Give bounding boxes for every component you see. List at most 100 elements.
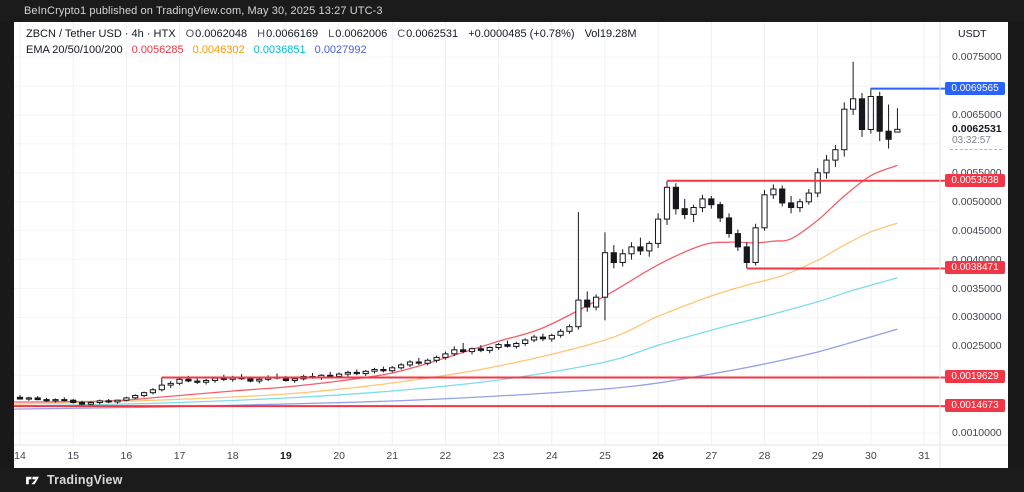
candle[interactable] bbox=[858, 98, 866, 131]
candle[interactable] bbox=[185, 378, 192, 382]
candle[interactable] bbox=[894, 128, 901, 133]
candle[interactable] bbox=[362, 370, 369, 375]
candle[interactable] bbox=[486, 347, 493, 351]
candle[interactable] bbox=[380, 369, 387, 372]
candle[interactable] bbox=[575, 299, 582, 328]
candle[interactable] bbox=[141, 392, 148, 397]
candle[interactable] bbox=[336, 373, 343, 377]
candle[interactable] bbox=[353, 371, 360, 375]
candle[interactable] bbox=[619, 253, 626, 264]
candle[interactable] bbox=[628, 246, 635, 255]
chart-panel[interactable]: ZBCN / Tether USD · 4h · HTX O0.0062048 … bbox=[14, 22, 1008, 468]
candle[interactable] bbox=[646, 242, 653, 252]
candle[interactable] bbox=[34, 397, 41, 401]
candle[interactable] bbox=[796, 201, 803, 209]
candle[interactable] bbox=[850, 98, 857, 110]
candle[interactable] bbox=[610, 252, 617, 263]
candle[interactable] bbox=[371, 369, 378, 372]
candle[interactable] bbox=[743, 246, 750, 263]
candle[interactable] bbox=[708, 198, 715, 206]
candle[interactable] bbox=[788, 202, 795, 208]
candle[interactable] bbox=[832, 149, 839, 161]
candle[interactable] bbox=[495, 344, 502, 349]
candle[interactable] bbox=[247, 378, 254, 382]
candle[interactable] bbox=[584, 299, 591, 308]
candle[interactable] bbox=[513, 343, 520, 347]
candle[interactable] bbox=[717, 204, 724, 219]
candle[interactable] bbox=[96, 400, 103, 403]
candle[interactable] bbox=[531, 336, 538, 341]
candle[interactable] bbox=[814, 172, 821, 194]
candle[interactable] bbox=[779, 188, 786, 204]
candle[interactable] bbox=[601, 252, 609, 298]
candle[interactable] bbox=[823, 159, 830, 174]
candle[interactable] bbox=[123, 397, 130, 401]
candle[interactable] bbox=[70, 399, 77, 404]
candle[interactable] bbox=[885, 130, 892, 140]
candle[interactable] bbox=[770, 188, 777, 196]
candle[interactable] bbox=[282, 377, 289, 382]
candle[interactable] bbox=[105, 400, 112, 403]
candle[interactable] bbox=[805, 192, 812, 203]
candle[interactable] bbox=[176, 378, 183, 384]
candle[interactable] bbox=[61, 399, 68, 402]
candle[interactable] bbox=[539, 336, 546, 340]
ema-50-line[interactable] bbox=[14, 222, 898, 405]
candle[interactable] bbox=[16, 396, 24, 400]
candle[interactable] bbox=[114, 399, 121, 403]
candle[interactable] bbox=[460, 349, 467, 352]
candle[interactable] bbox=[841, 108, 848, 151]
candle[interactable] bbox=[167, 382, 174, 386]
candle[interactable] bbox=[194, 380, 201, 383]
candle[interactable] bbox=[389, 367, 396, 372]
candle[interactable] bbox=[637, 246, 644, 252]
candle[interactable] bbox=[699, 198, 706, 209]
ema-100-line[interactable] bbox=[14, 277, 898, 407]
candle[interactable] bbox=[504, 344, 511, 347]
candle[interactable] bbox=[876, 96, 883, 132]
candle[interactable] bbox=[522, 339, 529, 344]
candle[interactable] bbox=[87, 402, 95, 405]
candle[interactable] bbox=[149, 389, 157, 394]
candle[interactable] bbox=[681, 208, 688, 215]
candle[interactable] bbox=[468, 348, 476, 353]
candle[interactable] bbox=[655, 218, 662, 244]
tradingview-brand-text[interactable]: TradingView bbox=[47, 473, 123, 487]
candle[interactable] bbox=[734, 233, 741, 248]
candle[interactable] bbox=[415, 361, 422, 364]
candle[interactable] bbox=[211, 377, 219, 382]
candle[interactable] bbox=[52, 399, 59, 402]
candle[interactable] bbox=[672, 186, 679, 210]
candle[interactable] bbox=[752, 227, 759, 264]
candle[interactable] bbox=[25, 397, 32, 400]
candle[interactable] bbox=[78, 402, 86, 405]
candle[interactable] bbox=[663, 186, 671, 220]
candle[interactable] bbox=[725, 217, 733, 234]
candle[interactable] bbox=[291, 378, 298, 381]
candle[interactable] bbox=[690, 207, 697, 215]
candle[interactable] bbox=[398, 364, 405, 369]
ema-legend[interactable]: EMA 20/50/100/200 0.0056285 0.0046302 0.… bbox=[26, 42, 647, 58]
tradingview-logo-icon[interactable] bbox=[25, 473, 40, 488]
candle[interactable] bbox=[867, 96, 874, 130]
candle[interactable] bbox=[442, 353, 449, 358]
candle[interactable] bbox=[548, 334, 555, 340]
symbol-title[interactable]: ZBCN / Tether USD · 4h · HTX bbox=[26, 28, 176, 40]
ema-20-line[interactable] bbox=[14, 164, 898, 403]
candle[interactable] bbox=[327, 374, 334, 377]
candle[interactable] bbox=[203, 380, 210, 383]
candle[interactable] bbox=[132, 395, 139, 399]
candle[interactable] bbox=[557, 330, 564, 336]
candle[interactable] bbox=[451, 349, 458, 355]
candle[interactable] bbox=[158, 384, 165, 391]
candle[interactable] bbox=[344, 371, 351, 375]
candle[interactable] bbox=[477, 348, 484, 351]
candle[interactable] bbox=[761, 194, 768, 229]
candle[interactable] bbox=[424, 359, 431, 364]
candle[interactable] bbox=[256, 378, 263, 382]
candle[interactable] bbox=[593, 296, 600, 308]
candle[interactable] bbox=[433, 356, 440, 361]
chart-canvas[interactable] bbox=[14, 22, 1008, 468]
candle[interactable] bbox=[566, 326, 573, 332]
candle[interactable] bbox=[43, 399, 50, 402]
